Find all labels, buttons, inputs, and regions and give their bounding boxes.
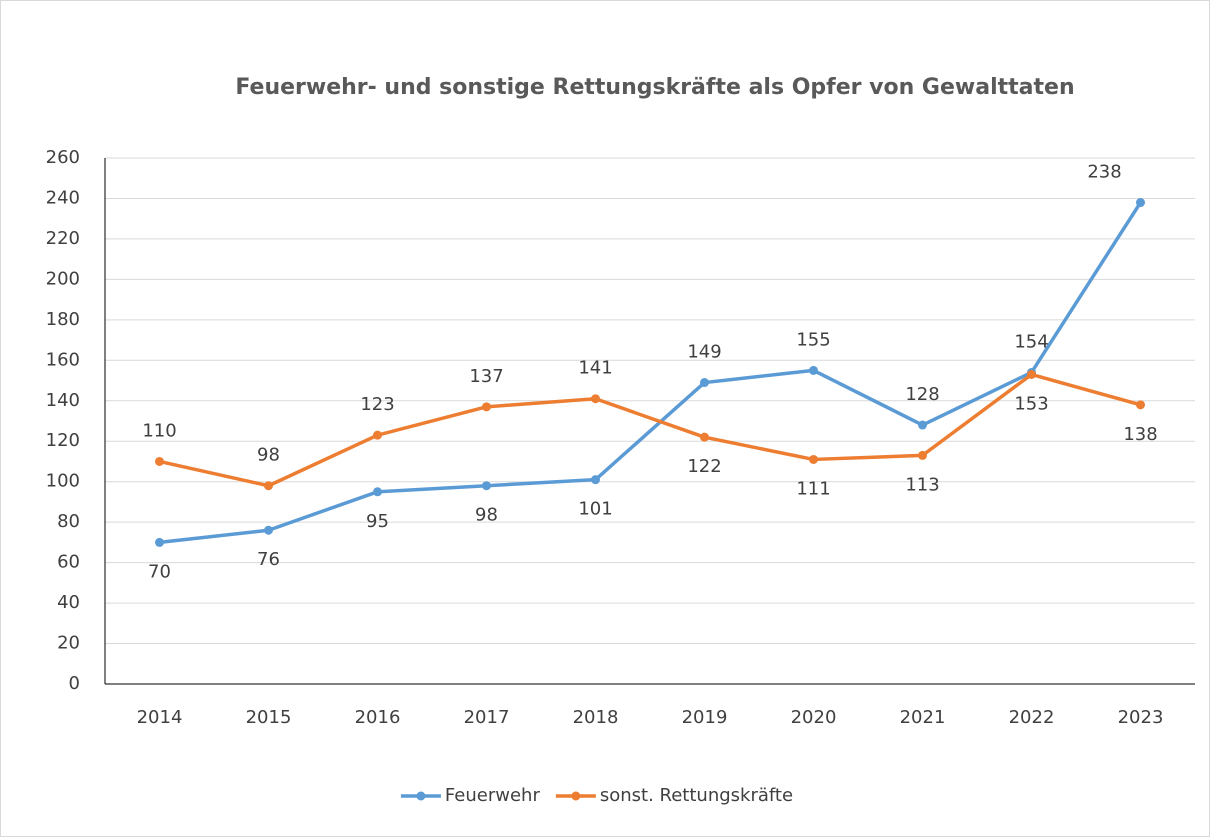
data-label: 76 <box>257 549 280 570</box>
point <box>918 450 927 460</box>
point <box>700 432 709 442</box>
point <box>264 525 273 535</box>
point <box>809 365 818 375</box>
y-tick-label: 200 <box>46 268 80 289</box>
point <box>700 378 709 388</box>
data-label: 122 <box>687 456 721 477</box>
x-tick-label: 2023 <box>1118 707 1164 728</box>
y-tick-label: 240 <box>46 187 80 208</box>
x-tick-label: 2017 <box>464 707 510 728</box>
chart-title: Feuerwehr- und sonstige Rettungskräfte a… <box>235 75 1074 100</box>
legend-label: Feuerwehr <box>445 785 541 806</box>
series-line <box>159 201 1142 545</box>
point <box>918 420 927 430</box>
data-label: 149 <box>687 342 721 363</box>
data-label: 101 <box>578 499 612 520</box>
point <box>591 394 600 404</box>
point <box>1136 198 1145 208</box>
data-label: 111 <box>796 478 830 499</box>
point <box>155 537 164 547</box>
data-label: 141 <box>578 358 612 379</box>
data-label: 153 <box>1014 393 1048 414</box>
point <box>482 402 491 412</box>
data-label: 110 <box>142 420 176 441</box>
point <box>373 487 382 497</box>
x-tick-label: 2020 <box>791 707 837 728</box>
data-label: 138 <box>1123 424 1157 445</box>
point <box>809 454 818 464</box>
point <box>264 481 273 491</box>
y-tick-label: 60 <box>57 552 80 573</box>
y-tick-label: 140 <box>46 390 80 411</box>
y-tick-label: 80 <box>57 511 80 532</box>
data-label: 113 <box>905 474 939 495</box>
x-tick-label: 2014 <box>137 707 183 728</box>
point <box>591 475 600 485</box>
data-label: 98 <box>257 445 280 466</box>
point <box>1027 369 1036 379</box>
data-label: 95 <box>366 511 389 532</box>
legend-marker <box>416 791 426 801</box>
point <box>1136 400 1145 410</box>
y-tick-label: 160 <box>46 349 80 370</box>
x-tick-label: 2016 <box>355 707 401 728</box>
data-label: 98 <box>475 505 498 526</box>
legend-label: sonst. Rettungskräfte <box>600 785 793 806</box>
y-tick-label: 20 <box>57 633 80 654</box>
x-tick-label: 2018 <box>573 707 619 728</box>
x-tick-label: 2019 <box>682 707 728 728</box>
data-label: 123 <box>360 394 394 415</box>
y-tick-label: 40 <box>57 592 80 613</box>
point <box>482 481 491 491</box>
data-label: 154 <box>1014 331 1048 352</box>
y-tick-label: 100 <box>46 471 80 492</box>
legend-marker <box>571 791 581 801</box>
data-label: 155 <box>796 329 830 350</box>
x-tick-label: 2021 <box>900 707 946 728</box>
y-tick-label: 120 <box>46 430 80 451</box>
x-tick-label: 2022 <box>1009 707 1055 728</box>
data-label: 137 <box>469 366 503 387</box>
y-tick-label: 220 <box>46 228 80 249</box>
data-label: 70 <box>148 561 171 582</box>
x-tick-label: 2015 <box>246 707 292 728</box>
y-tick-label: 180 <box>46 309 80 330</box>
point <box>155 456 164 466</box>
data-label: 128 <box>905 384 939 405</box>
y-tick-label: 0 <box>69 673 80 694</box>
series-line <box>159 372 1141 488</box>
data-label: 238 <box>1087 162 1121 183</box>
point <box>373 430 382 440</box>
y-tick-label: 260 <box>46 147 80 168</box>
